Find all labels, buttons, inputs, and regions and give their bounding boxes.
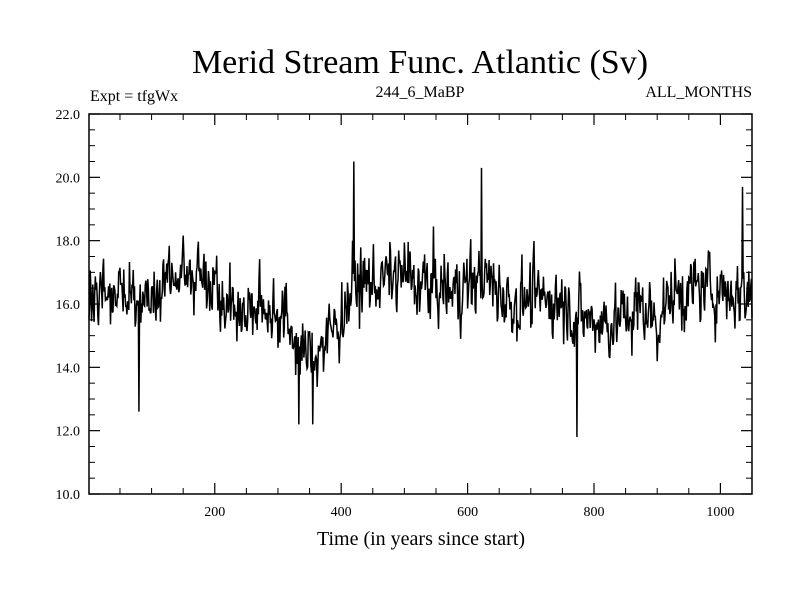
y-tick-label: 12.0	[56, 425, 81, 440]
x-tick-label: 200	[204, 505, 225, 520]
x-tick-label: 1000	[706, 505, 734, 520]
series-line	[88, 161, 753, 438]
y-tick-label: 10.0	[56, 488, 81, 503]
period-label: 244_6_MaBP	[376, 84, 465, 101]
y-tick-label: 14.0	[56, 361, 81, 376]
months-label: ALL_MONTHS	[645, 84, 752, 101]
y-tick-label: 16.0	[56, 298, 81, 313]
plot-area: 200 400 600 800 1000 10.0 12.0 14.0 16.0 18.0 20.0…	[56, 108, 753, 520]
y-tick-label: 20.0	[56, 171, 81, 186]
y-tick-label: 22.0	[56, 108, 81, 123]
x-tick-label: 800	[583, 505, 604, 520]
chart-title: Merid Stream Func. Atlantic (Sv)	[192, 44, 648, 81]
x-tick-label: 400	[331, 505, 352, 520]
x-axis-label: Time (in years since start)	[317, 528, 525, 550]
x-tick-label: 600	[457, 505, 478, 520]
expt-label: Expt = tfgWx	[90, 88, 178, 105]
y-tick-label: 18.0	[56, 235, 81, 250]
